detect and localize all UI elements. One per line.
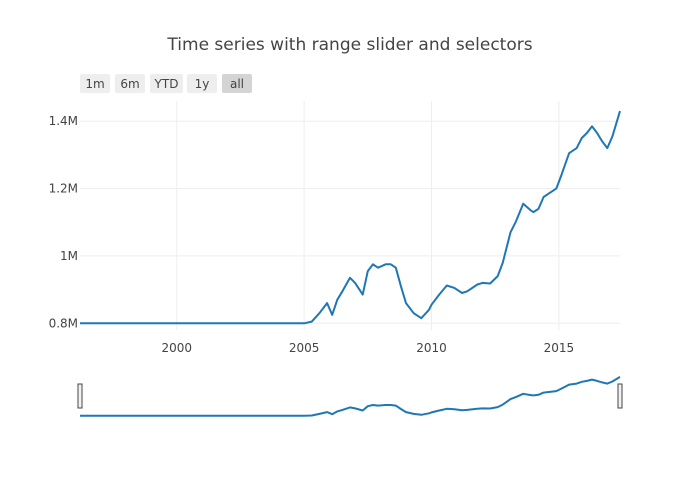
x-tick-label: 2005: [289, 341, 320, 355]
range-button-ytd-label: YTD: [154, 77, 179, 91]
chart-title: Time series with range slider and select…: [166, 35, 532, 55]
range-slider[interactable]: [77, 372, 623, 420]
y-tick-label: 1.4M: [49, 114, 78, 128]
range-button-1y[interactable]: 1y: [187, 74, 217, 93]
y-tick-label: 0.8M: [49, 316, 78, 330]
gridlines: [80, 101, 620, 330]
range-button-6m-label: 6m: [120, 77, 139, 91]
range-button-1m-label: 1m: [85, 77, 104, 91]
range-selector: 1m 6m YTD 1y all: [80, 74, 252, 93]
range-button-1m[interactable]: 1m: [80, 74, 110, 93]
y-axis-ticks: 0.8M 1M 1.2M 1.4M: [49, 114, 78, 330]
x-tick-label: 2000: [162, 341, 193, 355]
range-slider-right-handle[interactable]: [617, 383, 623, 409]
range-button-all-label: all: [230, 77, 244, 91]
range-button-6m[interactable]: 6m: [115, 74, 145, 93]
range-button-1y-label: 1y: [195, 77, 210, 91]
range-slider-left-handle[interactable]: [77, 383, 83, 409]
y-tick-label: 1M: [60, 249, 78, 263]
x-tick-label: 2015: [544, 341, 575, 355]
y-tick-label: 1.2M: [49, 182, 78, 196]
series-line: [80, 110, 621, 325]
range-button-all[interactable]: all: [222, 74, 252, 93]
x-axis-ticks: 2000 2005 2010 2015: [162, 341, 575, 355]
x-tick-label: 2010: [416, 341, 447, 355]
range-slider-series-line: [80, 376, 621, 417]
range-button-ytd[interactable]: YTD: [150, 74, 183, 93]
plot-area[interactable]: [80, 110, 621, 325]
range-slider-background: [80, 372, 620, 420]
